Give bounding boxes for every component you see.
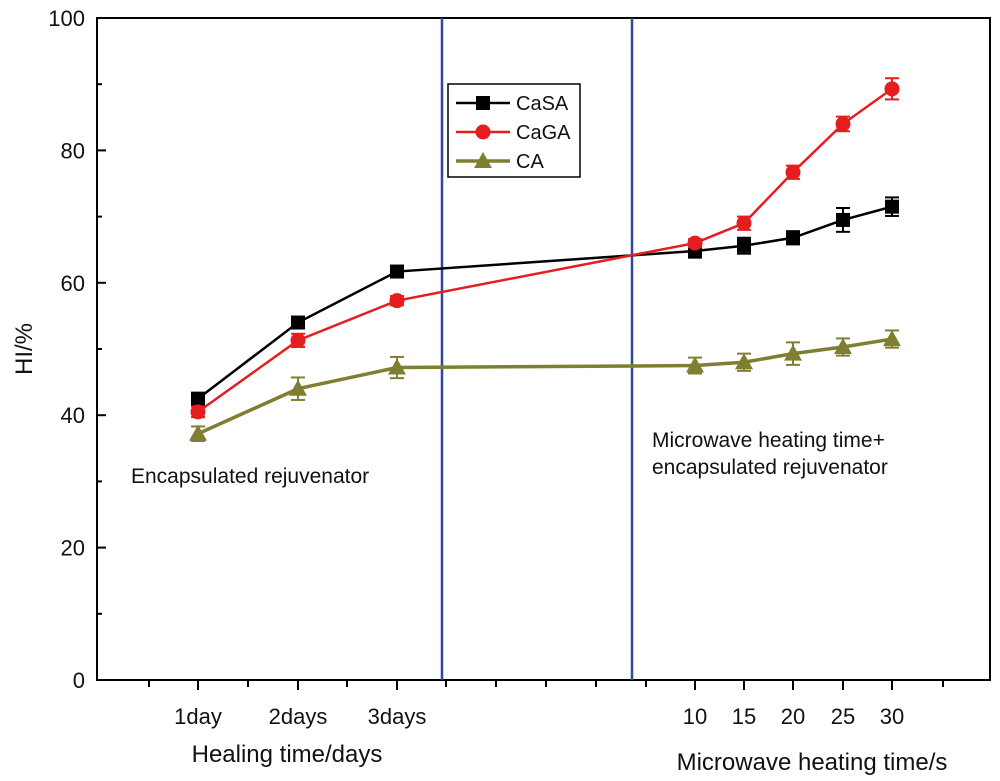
point-ca-7 — [883, 330, 901, 347]
point-caga-7 — [884, 81, 900, 97]
point-caga-0 — [190, 404, 206, 420]
point-ca-4 — [735, 353, 753, 370]
point-ca-6 — [834, 338, 852, 355]
point-caga-5 — [785, 164, 801, 180]
x-tick-label-6: 25 — [831, 704, 855, 729]
annotation-right-line1: Microwave heating time+ — [652, 429, 885, 452]
legend-marker-casa — [476, 96, 490, 110]
annotation-left: Encapsulated rejuvenator — [131, 465, 369, 488]
legend-marker-ca — [474, 152, 492, 168]
legend-label-caga: CaGA — [516, 122, 571, 144]
x-tick-label-7: 30 — [880, 704, 904, 729]
x-tick-label-5: 20 — [781, 704, 805, 729]
series-line-casa — [197, 205, 893, 400]
x-tick-label-0: 1day — [174, 704, 222, 729]
y-tick-label-3: 60 — [61, 271, 85, 296]
x-tick-label-2: 3days — [368, 704, 427, 729]
point-ca-0 — [189, 424, 207, 441]
point-caga-4 — [736, 215, 752, 231]
y-tick-label-0: 0 — [73, 668, 85, 693]
point-caga-6 — [835, 116, 851, 132]
point-caga-1 — [290, 332, 306, 348]
point-ca-3 — [686, 356, 704, 373]
point-casa-5 — [786, 230, 800, 245]
legend-marker-caga — [475, 124, 491, 140]
point-ca-2 — [388, 358, 406, 375]
point-casa-0 — [191, 391, 205, 406]
point-casa-1 — [291, 315, 305, 330]
y-tick-label-1: 20 — [61, 536, 85, 561]
series-line-ca — [197, 337, 893, 436]
x-tick-label-1: 2days — [269, 704, 328, 729]
y-axis-label: HI/% — [11, 323, 38, 375]
x-axis-label-left: Healing time/days — [192, 741, 383, 768]
x-tick-label-4: 15 — [732, 704, 756, 729]
point-caga-3 — [687, 235, 703, 251]
point-ca-1 — [289, 379, 307, 396]
x-axis-label-right: Microwave heating time/s — [677, 749, 948, 776]
legend-label-casa: CaSA — [516, 93, 569, 115]
legend-label-ca: CA — [516, 151, 544, 173]
point-casa-4 — [737, 238, 751, 253]
y-tick-label-2: 40 — [61, 403, 85, 428]
y-tick-label-4: 80 — [61, 138, 85, 163]
point-casa-7 — [885, 199, 899, 214]
point-casa-6 — [836, 212, 850, 227]
point-ca-5 — [784, 344, 802, 361]
annotation-right-line2: encapsulated rejuvenator — [652, 456, 888, 479]
series-line-caga — [197, 87, 893, 413]
point-casa-2 — [390, 264, 404, 279]
y-axis-group: HI/% — [11, 323, 38, 375]
legend: CaSA CaGA CA — [447, 83, 581, 178]
y-tick-label-5: 100 — [48, 6, 85, 31]
x-tick-label-3: 10 — [683, 704, 707, 729]
point-caga-2 — [389, 293, 405, 309]
